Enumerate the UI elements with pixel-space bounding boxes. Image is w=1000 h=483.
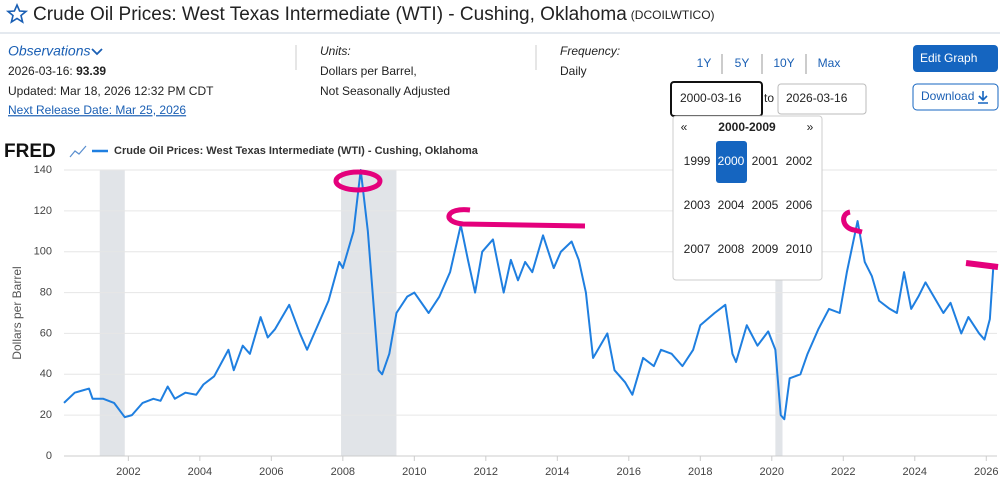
x-tick-label: 2024 bbox=[903, 466, 927, 478]
updated: Updated: Mar 18, 2026 12:32 PM CDT bbox=[8, 84, 214, 98]
chart: FRED Crude Oil Prices: West Texas Interm… bbox=[4, 141, 999, 478]
series-line bbox=[63, 169, 995, 421]
observations-label[interactable]: Observations bbox=[8, 43, 90, 59]
datepicker: « 2000-2009 » 1999 2000 2001 2002 2003 2004 20… bbox=[672, 115, 823, 281]
x-tick-label: 2022 bbox=[831, 466, 855, 478]
legend-label: Crude Oil Prices: West Texas Intermediat… bbox=[114, 145, 479, 157]
metadata: Observations 2026-03-16: 93.39 Updated: … bbox=[8, 43, 620, 117]
x-tick-label: 2008 bbox=[331, 466, 355, 478]
year-option[interactable]: 2009 bbox=[752, 242, 779, 256]
highlight-scribble bbox=[965, 260, 999, 270]
y-tick-label: 0 bbox=[46, 450, 52, 462]
recession-band bbox=[99, 170, 125, 456]
x-tick-label: 2016 bbox=[617, 466, 641, 478]
year-option[interactable]: 2008 bbox=[718, 242, 745, 256]
download-label: Download bbox=[921, 89, 974, 103]
year-option[interactable]: 2000 bbox=[718, 154, 745, 168]
start-date: 2000-03-16 bbox=[680, 91, 742, 105]
edit-graph-button[interactable] bbox=[913, 45, 998, 72]
end-date-input[interactable] bbox=[777, 83, 867, 115]
page-title: Crude Oil Prices: West Texas Intermediat… bbox=[33, 4, 627, 25]
x-tick-label: 2010 bbox=[402, 466, 426, 478]
year-option[interactable]: 2006 bbox=[786, 198, 813, 212]
range-button[interactable]: Max bbox=[818, 56, 841, 70]
year-option[interactable]: 2003 bbox=[684, 198, 711, 212]
frequency-value: Daily bbox=[560, 64, 587, 78]
x-tick-label: 2006 bbox=[259, 466, 283, 478]
units-line: Dollars per Barrel, bbox=[320, 64, 417, 78]
fred-logo: FRED bbox=[4, 141, 56, 162]
series-id: (DCOILWTICO) bbox=[631, 8, 715, 22]
selected-year bbox=[716, 141, 747, 183]
units-label: Units: bbox=[320, 44, 351, 58]
header: Crude Oil Prices: West Texas Intermediat… bbox=[0, 2, 1000, 34]
highlight-scribble bbox=[333, 169, 383, 193]
edit-graph-label: Edit Graph bbox=[920, 51, 977, 65]
year-option[interactable]: 2010 bbox=[786, 242, 813, 256]
year-option[interactable]: 2004 bbox=[718, 198, 745, 212]
year-option[interactable]: 2005 bbox=[752, 198, 779, 212]
x-tick-label: 2014 bbox=[545, 466, 569, 478]
range-controls: 1Y 5Y 10Y Max 2000-03-16 to 2026-03-16 E… bbox=[670, 45, 999, 117]
y-tick-label: 140 bbox=[34, 164, 52, 176]
year-option[interactable]: 1999 bbox=[684, 154, 711, 168]
logo-icon bbox=[69, 145, 87, 158]
highlight-scribble bbox=[841, 209, 863, 235]
y-tick-label: 40 bbox=[40, 368, 52, 380]
y-tick-label: 20 bbox=[40, 409, 52, 421]
date-separator: to bbox=[764, 91, 774, 105]
observation: 2026-03-16: 93.39 bbox=[8, 64, 106, 78]
range-button[interactable]: 10Y bbox=[773, 56, 794, 70]
x-tick-label: 2004 bbox=[188, 466, 212, 478]
dropdown-caret[interactable] bbox=[91, 48, 103, 56]
annotations bbox=[333, 169, 999, 270]
download-button[interactable] bbox=[912, 83, 999, 111]
year-option[interactable]: 2001 bbox=[752, 154, 779, 168]
next-decade[interactable]: » bbox=[807, 120, 814, 134]
frequency-label: Frequency: bbox=[560, 44, 620, 58]
recession-band bbox=[341, 170, 397, 456]
prev-decade[interactable]: « bbox=[681, 120, 688, 134]
x-tick-label: 2002 bbox=[116, 466, 140, 478]
next-release[interactable]: Next Release Date: Mar 25, 2026 bbox=[8, 103, 186, 117]
datepicker-panel bbox=[672, 115, 823, 281]
year-option[interactable]: 2002 bbox=[786, 154, 813, 168]
decade-label[interactable]: 2000-2009 bbox=[718, 120, 776, 134]
y-tick-label: 60 bbox=[40, 327, 52, 339]
download-icon bbox=[978, 91, 988, 104]
end-date: 2026-03-16 bbox=[786, 91, 848, 105]
x-tick-label: 2020 bbox=[760, 466, 784, 478]
x-tick-label: 2026 bbox=[974, 466, 998, 478]
favorite-star[interactable] bbox=[5, 2, 29, 24]
highlight-scribble bbox=[446, 207, 586, 229]
x-tick-label: 2012 bbox=[474, 466, 498, 478]
range-button[interactable]: 1Y bbox=[697, 56, 712, 70]
units-line: Not Seasonally Adjusted bbox=[320, 84, 450, 98]
recession-band bbox=[775, 170, 783, 456]
y-axis-label: Dollars per Barrel bbox=[10, 266, 24, 359]
y-tick-label: 120 bbox=[34, 205, 52, 217]
y-tick-label: 100 bbox=[34, 246, 52, 258]
x-tick-label: 2018 bbox=[688, 466, 712, 478]
year-option[interactable]: 2007 bbox=[684, 242, 711, 256]
observation-value: 93.39 bbox=[76, 64, 106, 78]
y-tick-label: 80 bbox=[40, 286, 52, 298]
range-button[interactable]: 5Y bbox=[735, 56, 750, 70]
observation-date: 2026-03-16: bbox=[8, 64, 73, 78]
